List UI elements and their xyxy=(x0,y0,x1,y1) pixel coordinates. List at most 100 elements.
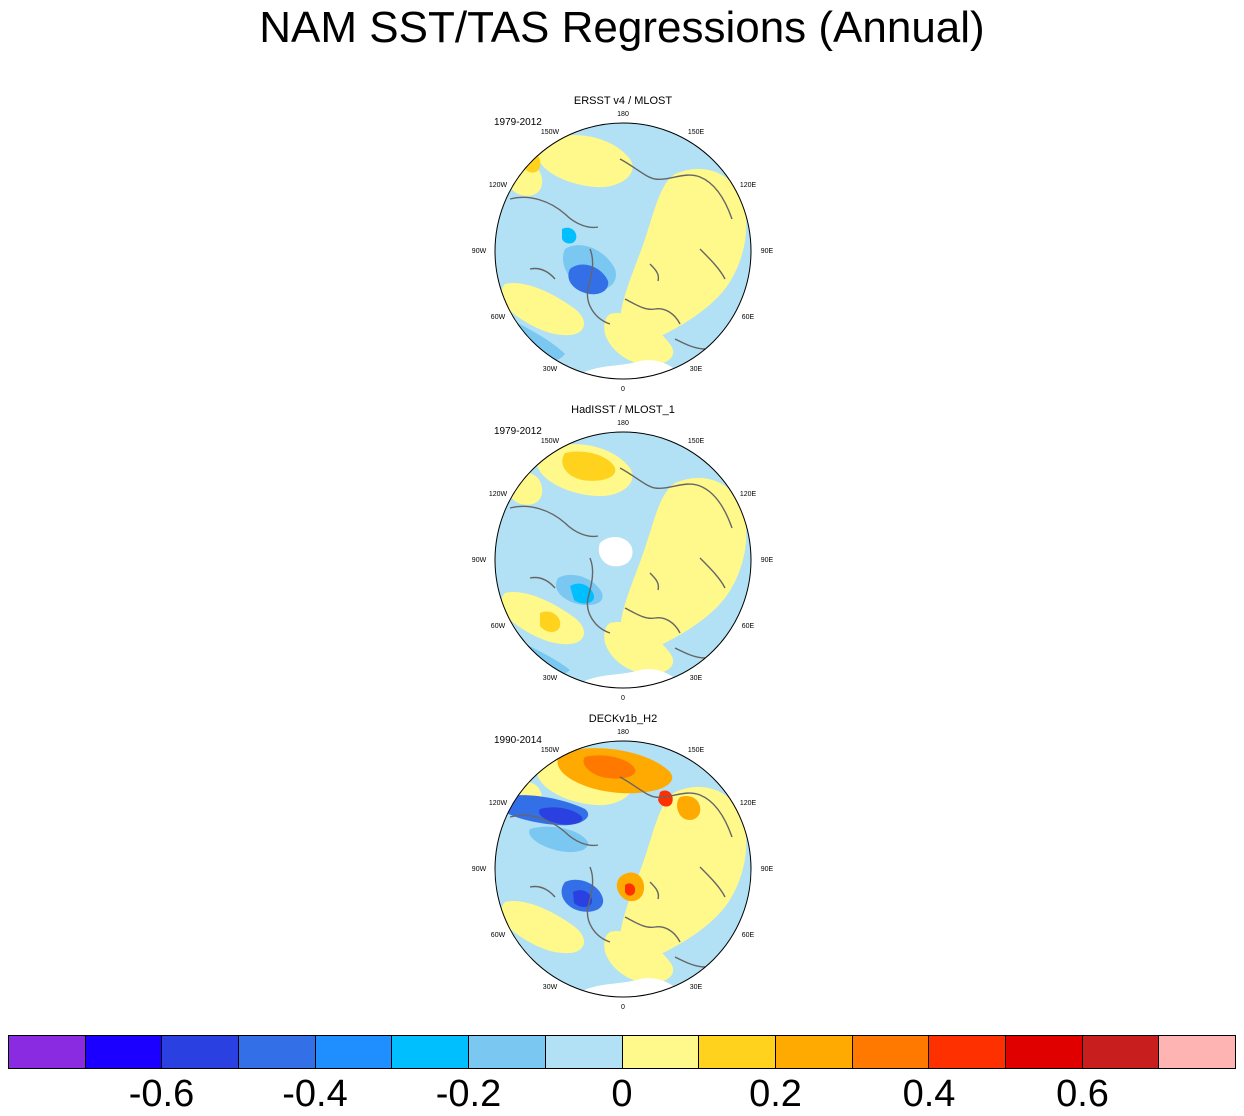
colorbar-tick-label: -0.2 xyxy=(435,1073,502,1115)
coastline xyxy=(624,298,681,325)
longitude-label: 120W xyxy=(489,491,508,498)
pole-area xyxy=(598,227,633,258)
colorbar-cell xyxy=(392,1036,470,1068)
page-title: NAM SST/TAS Regressions (Annual) xyxy=(259,3,985,52)
longitude-label: 30E xyxy=(690,675,703,682)
pacific-gold xyxy=(562,451,616,481)
colorbar-cell xyxy=(622,1036,700,1068)
longitude-label: 60E xyxy=(742,623,755,630)
eurasia-anomaly xyxy=(620,786,747,962)
longitude-label: 120E xyxy=(740,800,757,807)
longitude-label: 180 xyxy=(617,729,629,736)
longitude-label: 150W xyxy=(541,129,560,136)
coastline xyxy=(699,248,726,280)
coastline xyxy=(674,338,706,350)
coastline xyxy=(619,158,733,220)
longitude-label: 30W xyxy=(543,675,558,682)
colorbar-tick-label: 0.4 xyxy=(902,1073,956,1115)
longitude-label: 0 xyxy=(621,695,625,702)
longitude-label: 60W xyxy=(491,314,506,321)
coastline xyxy=(624,916,681,943)
longitude-label: 150W xyxy=(541,438,560,445)
atlantic-anomaly xyxy=(501,283,585,336)
colorbar-cell xyxy=(699,1036,776,1068)
colorbar-cell xyxy=(775,1036,853,1068)
longitude-label: 60E xyxy=(742,314,755,321)
colorbar-tick-label: 0.2 xyxy=(749,1073,802,1115)
longitude-label: 30E xyxy=(690,984,703,991)
longitude-label: 90E xyxy=(761,248,774,255)
map-panel-hadisst: 180 150E 120E 90E 60E 30E 0 30W 60W 90W 120W 150W H… xyxy=(470,404,776,708)
colorbar xyxy=(8,1035,1236,1069)
longitude-label: 180 xyxy=(617,420,629,427)
coastline xyxy=(509,196,599,229)
europe-anomaly xyxy=(604,622,674,675)
eurasia-anomaly xyxy=(620,168,747,344)
no-data-area xyxy=(570,360,685,379)
panel-years: 1979-2012 xyxy=(494,426,542,437)
longitude-label: 90E xyxy=(761,866,774,873)
no-data-area xyxy=(570,978,685,997)
map-border xyxy=(494,431,752,689)
pole-area xyxy=(598,536,633,567)
polar-map: 180 150E 120E 90E 60E 30E 0 30W 60W 90W 120W 150W xyxy=(472,111,774,393)
coastline xyxy=(586,866,611,943)
longitude-label: 150E xyxy=(688,438,705,445)
map-border xyxy=(494,740,752,998)
longitude-label: 150E xyxy=(688,129,705,136)
longitude-label: 90E xyxy=(761,557,774,564)
coastline xyxy=(529,576,556,589)
coastline xyxy=(529,267,556,280)
colorbar-cell xyxy=(469,1036,546,1068)
longitude-label: 120W xyxy=(489,182,508,189)
panel-years: 1990-2014 xyxy=(494,735,542,746)
longitude-label: 0 xyxy=(621,386,625,393)
arctic-negative xyxy=(529,826,589,853)
coastline xyxy=(529,885,556,898)
no-data-area xyxy=(570,669,685,688)
panel-title: ERSST v4 / MLOST xyxy=(573,95,673,107)
colorbar-cell xyxy=(239,1036,316,1068)
longitude-label: 60W xyxy=(491,623,506,630)
colorbar-tick-label: 0 xyxy=(611,1073,633,1115)
longitude-label: 120E xyxy=(740,182,757,189)
colorbar-cell xyxy=(1082,1036,1160,1068)
coastline xyxy=(509,505,599,538)
colorbar-cell xyxy=(162,1036,240,1068)
coastline xyxy=(674,956,706,968)
colorbar-cell xyxy=(545,1036,623,1068)
longitude-label: 60E xyxy=(742,932,755,939)
longitude-label: 0 xyxy=(621,1004,625,1011)
colorbar-cell xyxy=(315,1036,393,1068)
longitude-label: 90W xyxy=(472,866,487,873)
atlantic-anomaly xyxy=(501,901,585,954)
coastline xyxy=(586,248,611,325)
longitude-label: 30W xyxy=(543,366,558,373)
nordic-red xyxy=(625,883,636,896)
pacific-anomaly xyxy=(536,135,633,188)
coastline xyxy=(619,776,733,838)
longitude-label: 90W xyxy=(472,248,487,255)
pole-area xyxy=(598,845,633,876)
panel-title: HadISST / MLOST_1 xyxy=(571,404,675,416)
coastline xyxy=(699,557,726,589)
atlantic-gold xyxy=(540,611,561,632)
europe-anomaly xyxy=(604,313,674,366)
longitude-label: 150W xyxy=(541,747,560,754)
coastline xyxy=(649,881,660,900)
pacific-darkorange xyxy=(583,755,636,779)
panel-title: DECKv1b_H2 xyxy=(588,713,658,725)
colorbar-tick-label: -0.6 xyxy=(128,1073,195,1115)
labrador-darkblue xyxy=(573,890,592,907)
northwest-darkblue xyxy=(538,807,583,825)
colorbar-cell xyxy=(85,1036,163,1068)
colorbar-cell xyxy=(929,1036,1006,1068)
southwest-blue xyxy=(504,967,538,995)
coastline xyxy=(624,607,681,634)
polar-map: 180 150E 120E 90E 60E 30E 0 30W 60W 90W 120W 150W xyxy=(472,729,774,1011)
map-panel-deck: 180 150E 120E 90E 60E 30E 0 30W 60W 90W 120W 150W D… xyxy=(470,713,776,1017)
colorbar-cell xyxy=(9,1036,86,1068)
coastline xyxy=(649,263,660,282)
coastline xyxy=(586,557,611,634)
colorbar-tick-label: 0.6 xyxy=(1056,1073,1109,1115)
